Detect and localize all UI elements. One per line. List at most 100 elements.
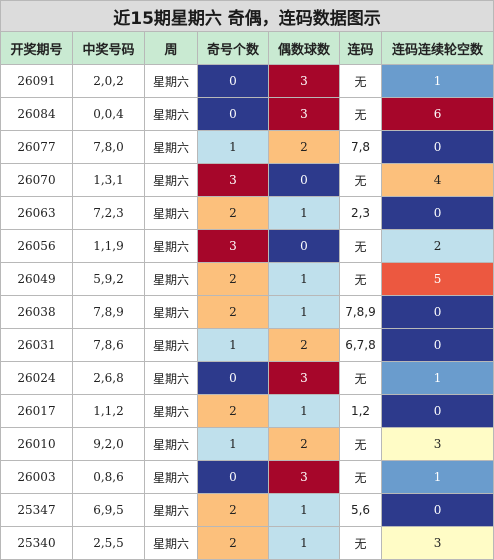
table-row: 26017 1,1,2 星期六 2 1 1,2 0 [0, 394, 494, 428]
issue-cell: 26056 [0, 229, 73, 263]
numbers-cell: 9,2,0 [72, 427, 145, 461]
issue-cell: 26010 [0, 427, 73, 461]
lianma-cell: 无 [339, 163, 382, 197]
header-row: 开奖期号 中奖号码 周 奇号个数 偶数球数 连码 连码连续轮空数 [0, 31, 494, 65]
week-cell: 星期六 [144, 64, 198, 98]
odd-count-cell: 3 [197, 163, 269, 197]
lianma-gap-cell: 1 [380, 64, 494, 98]
numbers-cell: 7,8,9 [72, 295, 145, 329]
table-row: 26056 1,1,9 星期六 3 0 无 2 [0, 229, 494, 263]
even-count-cell: 3 [268, 460, 340, 494]
lianma-cell: 无 [339, 427, 382, 461]
week-cell: 星期六 [144, 196, 198, 230]
lianma-gap-cell: 0 [380, 394, 494, 428]
even-count-cell: 2 [268, 130, 340, 164]
numbers-cell: 2,5,5 [72, 526, 145, 560]
week-cell: 星期六 [144, 526, 198, 560]
even-count-cell: 0 [268, 163, 340, 197]
table-row: 26077 7,8,0 星期六 1 2 7,8 0 [0, 130, 494, 164]
issue-cell: 26049 [0, 262, 73, 296]
lianma-gap-cell: 1 [380, 460, 494, 494]
odd-count-cell: 0 [197, 64, 269, 98]
table-row: 26003 0,8,6 星期六 0 3 无 1 [0, 460, 494, 494]
week-cell: 星期六 [144, 460, 198, 494]
odd-count-cell: 2 [197, 196, 269, 230]
odd-count-cell: 0 [197, 361, 269, 395]
lianma-cell: 无 [339, 526, 382, 560]
week-cell: 星期六 [144, 328, 198, 362]
even-count-cell: 3 [268, 97, 340, 131]
table-row: 26063 7,2,3 星期六 2 1 2,3 0 [0, 196, 494, 230]
numbers-cell: 2,0,2 [72, 64, 145, 98]
issue-cell: 26063 [0, 196, 73, 230]
week-cell: 星期六 [144, 493, 198, 527]
numbers-cell: 7,8,0 [72, 130, 145, 164]
even-count-cell: 1 [268, 262, 340, 296]
even-count-cell: 1 [268, 493, 340, 527]
header-numbers: 中奖号码 [72, 31, 145, 65]
lianma-cell: 2,3 [339, 196, 382, 230]
lianma-cell: 无 [339, 97, 382, 131]
odd-count-cell: 1 [197, 130, 269, 164]
issue-cell: 25340 [0, 526, 73, 560]
lianma-cell: 无 [339, 64, 382, 98]
table-row: 26010 9,2,0 星期六 1 2 无 3 [0, 427, 494, 461]
issue-cell: 26070 [0, 163, 73, 197]
even-count-cell: 3 [268, 64, 340, 98]
header-week: 周 [144, 31, 198, 65]
week-cell: 星期六 [144, 427, 198, 461]
issue-cell: 26091 [0, 64, 73, 98]
numbers-cell: 6,9,5 [72, 493, 145, 527]
numbers-cell: 1,3,1 [72, 163, 145, 197]
lianma-gap-cell: 1 [380, 361, 494, 395]
lianma-cell: 无 [339, 229, 382, 263]
week-cell: 星期六 [144, 229, 198, 263]
week-cell: 星期六 [144, 163, 198, 197]
header-odd-count: 奇号个数 [197, 31, 269, 65]
week-cell: 星期六 [144, 295, 198, 329]
table-row: 26038 7,8,9 星期六 2 1 7,8,9 0 [0, 295, 494, 329]
week-cell: 星期六 [144, 130, 198, 164]
numbers-cell: 1,1,9 [72, 229, 145, 263]
lianma-gap-cell: 0 [380, 295, 494, 329]
lianma-gap-cell: 5 [380, 262, 494, 296]
lianma-cell: 7,8 [339, 130, 382, 164]
header-lianma: 连码 [339, 31, 382, 65]
table-row: 26031 7,8,6 星期六 1 2 6,7,8 0 [0, 328, 494, 362]
even-count-cell: 2 [268, 328, 340, 362]
even-count-cell: 1 [268, 196, 340, 230]
lianma-gap-cell: 3 [380, 427, 494, 461]
numbers-cell: 1,1,2 [72, 394, 145, 428]
odd-count-cell: 3 [197, 229, 269, 263]
even-count-cell: 1 [268, 526, 340, 560]
table-row: 26024 2,6,8 星期六 0 3 无 1 [0, 361, 494, 395]
numbers-cell: 0,8,6 [72, 460, 145, 494]
lianma-gap-cell: 0 [380, 328, 494, 362]
lianma-cell: 1,2 [339, 394, 382, 428]
odd-count-cell: 2 [197, 295, 269, 329]
odd-count-cell: 2 [197, 526, 269, 560]
table-row: 25347 6,9,5 星期六 2 1 5,6 0 [0, 493, 494, 527]
lianma-gap-cell: 0 [380, 130, 494, 164]
lianma-gap-cell: 4 [380, 163, 494, 197]
issue-cell: 26003 [0, 460, 73, 494]
header-issue: 开奖期号 [0, 31, 73, 65]
numbers-cell: 0,0,4 [72, 97, 145, 131]
week-cell: 星期六 [144, 394, 198, 428]
lianma-cell: 无 [339, 361, 382, 395]
even-count-cell: 0 [268, 229, 340, 263]
week-cell: 星期六 [144, 361, 198, 395]
issue-cell: 26084 [0, 97, 73, 131]
issue-cell: 26077 [0, 130, 73, 164]
issue-cell: 25347 [0, 493, 73, 527]
issue-cell: 26031 [0, 328, 73, 362]
lianma-gap-cell: 0 [380, 196, 494, 230]
odd-count-cell: 1 [197, 427, 269, 461]
numbers-cell: 5,9,2 [72, 262, 145, 296]
lianma-cell: 7,8,9 [339, 295, 382, 329]
numbers-cell: 2,6,8 [72, 361, 145, 395]
header-lianma-gap: 连码连续轮空数 [380, 31, 494, 65]
lianma-cell: 6,7,8 [339, 328, 382, 362]
week-cell: 星期六 [144, 97, 198, 131]
table-row: 26091 2,0,2 星期六 0 3 无 1 [0, 64, 494, 98]
